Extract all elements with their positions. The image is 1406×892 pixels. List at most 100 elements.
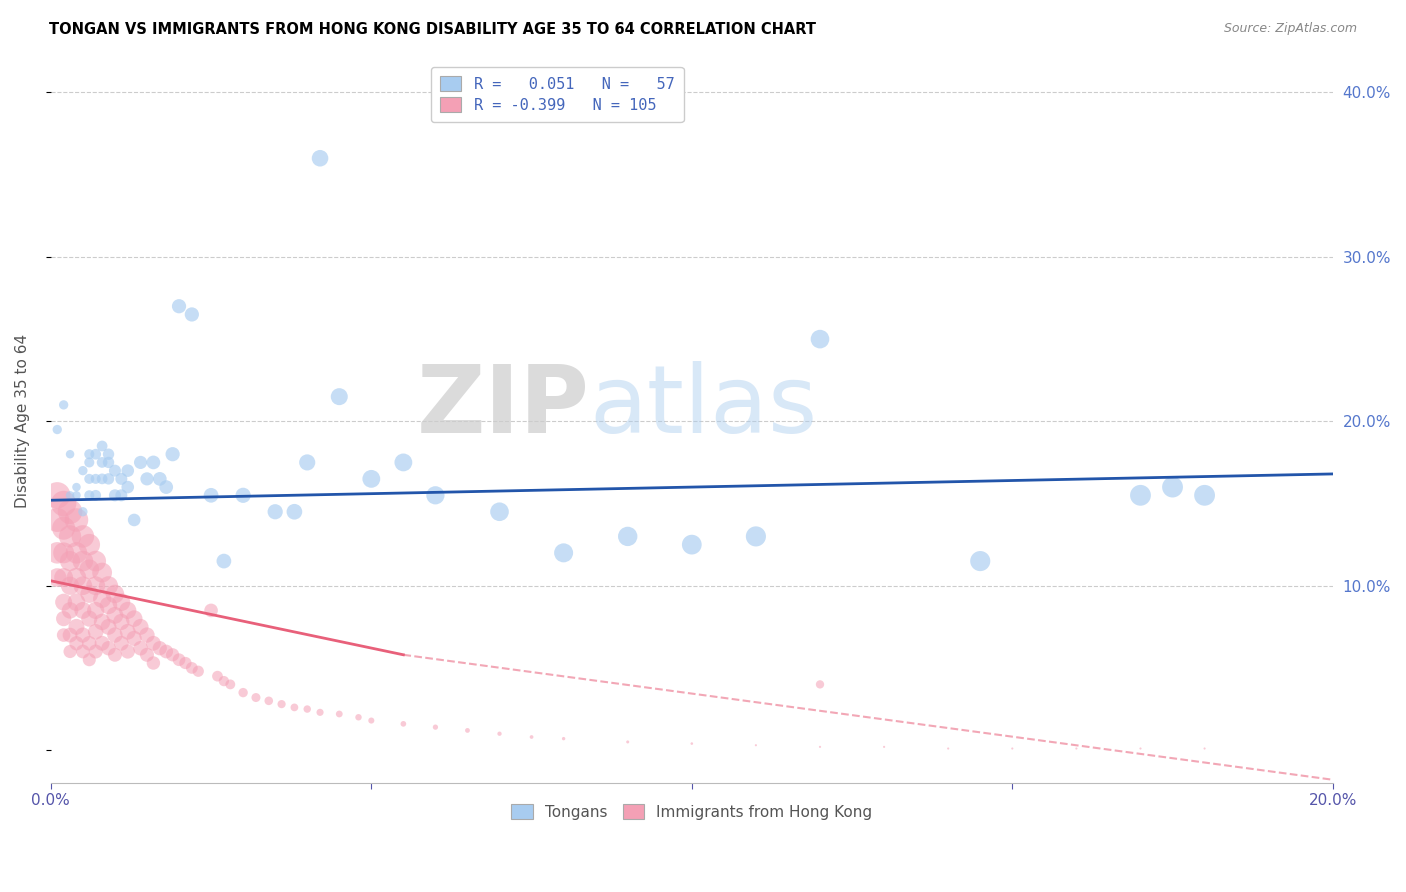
Point — [59, 579, 82, 593]
Point — [681, 538, 703, 552]
Point — [142, 656, 165, 670]
Point — [264, 505, 287, 519]
Point — [72, 554, 94, 568]
Point — [129, 641, 152, 656]
Point — [122, 612, 145, 626]
Point — [72, 579, 94, 593]
Point — [91, 591, 114, 606]
Point — [110, 472, 132, 486]
Point — [97, 472, 120, 486]
Point — [270, 697, 292, 711]
Point — [1194, 488, 1216, 502]
Point — [59, 628, 82, 642]
Point — [1001, 741, 1024, 756]
Point — [65, 513, 87, 527]
Point — [488, 505, 510, 519]
Point — [360, 714, 382, 728]
Point — [129, 620, 152, 634]
Y-axis label: Disability Age 35 to 64: Disability Age 35 to 64 — [15, 334, 30, 508]
Point — [122, 632, 145, 646]
Point — [219, 677, 242, 691]
Point — [59, 554, 82, 568]
Point — [79, 488, 101, 502]
Point — [117, 480, 139, 494]
Text: ZIP: ZIP — [416, 361, 589, 453]
Point — [79, 562, 101, 576]
Point — [104, 488, 127, 502]
Point — [59, 644, 82, 658]
Point — [97, 579, 120, 593]
Point — [392, 716, 415, 731]
Point — [91, 566, 114, 580]
Point — [969, 554, 991, 568]
Text: Source: ZipAtlas.com: Source: ZipAtlas.com — [1223, 22, 1357, 36]
Point — [347, 710, 370, 724]
Point — [65, 480, 87, 494]
Point — [72, 628, 94, 642]
Point — [212, 554, 235, 568]
Point — [46, 570, 69, 584]
Point — [167, 653, 190, 667]
Point — [110, 595, 132, 609]
Point — [1194, 741, 1216, 756]
Point — [488, 727, 510, 741]
Point — [79, 472, 101, 486]
Point — [745, 738, 768, 752]
Point — [117, 624, 139, 639]
Point — [180, 308, 202, 322]
Point — [328, 706, 350, 721]
Point — [79, 455, 101, 469]
Point — [65, 636, 87, 650]
Point — [117, 644, 139, 658]
Point — [122, 513, 145, 527]
Point — [392, 455, 415, 469]
Point — [136, 628, 159, 642]
Point — [72, 505, 94, 519]
Point — [745, 529, 768, 543]
Point — [84, 644, 107, 658]
Point — [97, 641, 120, 656]
Point — [104, 464, 127, 478]
Point — [328, 390, 350, 404]
Point — [360, 472, 382, 486]
Point — [84, 447, 107, 461]
Point — [1129, 741, 1152, 756]
Point — [46, 423, 69, 437]
Point — [936, 741, 959, 756]
Point — [79, 587, 101, 601]
Point — [52, 521, 75, 535]
Point — [104, 608, 127, 623]
Point — [873, 739, 896, 754]
Point — [232, 685, 254, 699]
Point — [456, 723, 478, 738]
Point — [245, 690, 267, 705]
Point — [46, 513, 69, 527]
Point — [97, 620, 120, 634]
Point — [46, 546, 69, 560]
Point — [681, 737, 703, 751]
Point — [52, 546, 75, 560]
Point — [117, 603, 139, 617]
Point — [84, 472, 107, 486]
Point — [117, 464, 139, 478]
Point — [136, 648, 159, 662]
Point — [174, 656, 197, 670]
Point — [187, 665, 209, 679]
Point — [136, 472, 159, 486]
Point — [200, 603, 222, 617]
Point — [84, 579, 107, 593]
Point — [142, 636, 165, 650]
Point — [162, 447, 184, 461]
Point — [129, 455, 152, 469]
Point — [97, 455, 120, 469]
Point — [79, 653, 101, 667]
Point — [808, 739, 831, 754]
Point — [97, 447, 120, 461]
Point — [104, 648, 127, 662]
Point — [425, 720, 447, 734]
Point — [52, 628, 75, 642]
Point — [59, 529, 82, 543]
Point — [79, 636, 101, 650]
Point — [283, 700, 305, 714]
Point — [52, 570, 75, 584]
